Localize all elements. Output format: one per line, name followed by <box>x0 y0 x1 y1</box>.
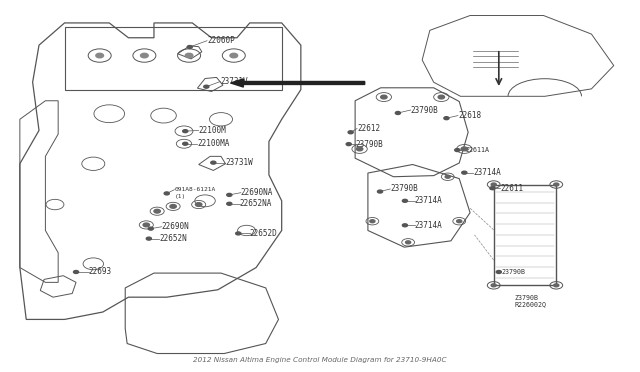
Circle shape <box>182 130 188 133</box>
Circle shape <box>230 53 237 58</box>
Text: 22690N: 22690N <box>162 222 189 231</box>
Circle shape <box>96 53 104 58</box>
Circle shape <box>378 190 383 193</box>
Circle shape <box>496 270 501 273</box>
Text: 22612: 22612 <box>357 124 380 133</box>
Text: (1): (1) <box>174 194 186 199</box>
Circle shape <box>143 223 150 227</box>
Circle shape <box>457 220 462 223</box>
Circle shape <box>462 171 467 174</box>
Text: 23790B: 23790B <box>390 185 418 193</box>
Circle shape <box>491 284 496 287</box>
Text: 22652N: 22652N <box>159 234 187 243</box>
Text: 2012 Nissan Altima Engine Control Module Diagram for 23710-9HA0C: 2012 Nissan Altima Engine Control Module… <box>193 357 447 363</box>
Circle shape <box>154 209 161 213</box>
Text: 23731V: 23731V <box>220 77 248 86</box>
Circle shape <box>236 232 241 235</box>
Text: R226002Q: R226002Q <box>515 302 547 308</box>
Text: 23790B: 23790B <box>411 106 438 115</box>
Circle shape <box>346 142 351 145</box>
Circle shape <box>227 193 232 196</box>
Text: 23790B: 23790B <box>501 269 525 275</box>
Text: 22060P: 22060P <box>207 36 235 45</box>
Circle shape <box>356 147 363 151</box>
Circle shape <box>554 284 559 287</box>
Circle shape <box>554 183 559 186</box>
Circle shape <box>406 241 411 244</box>
Text: 23714A: 23714A <box>415 221 442 230</box>
Circle shape <box>403 199 408 202</box>
Circle shape <box>164 192 170 195</box>
Text: 22690NA: 22690NA <box>241 188 273 197</box>
Text: 22693: 22693 <box>89 267 112 276</box>
Text: 23714A: 23714A <box>473 168 501 177</box>
Circle shape <box>187 45 192 48</box>
Circle shape <box>455 148 460 151</box>
Bar <box>493 185 556 285</box>
Text: Z3790B: Z3790B <box>515 295 539 301</box>
Text: 23731W: 23731W <box>225 158 253 167</box>
Circle shape <box>74 270 79 273</box>
Circle shape <box>403 224 408 227</box>
Text: 22618: 22618 <box>458 111 481 120</box>
Circle shape <box>227 202 232 205</box>
Text: 22611A: 22611A <box>466 147 490 153</box>
Circle shape <box>491 183 496 186</box>
Circle shape <box>396 112 401 115</box>
Circle shape <box>170 205 176 208</box>
Circle shape <box>438 95 445 99</box>
FancyArrow shape <box>230 79 365 87</box>
Circle shape <box>147 237 152 240</box>
Circle shape <box>348 131 353 134</box>
Text: 22100M: 22100M <box>198 126 227 135</box>
Circle shape <box>204 85 209 88</box>
Circle shape <box>141 53 148 58</box>
Circle shape <box>370 220 375 223</box>
Circle shape <box>148 227 154 230</box>
Circle shape <box>182 142 188 145</box>
Circle shape <box>185 53 193 58</box>
Circle shape <box>195 203 202 206</box>
Circle shape <box>445 175 451 178</box>
Circle shape <box>381 95 387 99</box>
Text: 22100MA: 22100MA <box>197 139 230 148</box>
Circle shape <box>461 147 467 151</box>
Text: 22611: 22611 <box>500 184 524 193</box>
Circle shape <box>490 187 495 190</box>
Text: 22652NA: 22652NA <box>239 199 272 208</box>
Text: 22652D: 22652D <box>250 229 278 238</box>
Text: 23790B: 23790B <box>356 140 383 149</box>
Text: 23714A: 23714A <box>415 196 442 205</box>
Circle shape <box>444 117 449 120</box>
Circle shape <box>211 161 216 164</box>
Text: 091A8-6121A: 091A8-6121A <box>174 187 216 192</box>
